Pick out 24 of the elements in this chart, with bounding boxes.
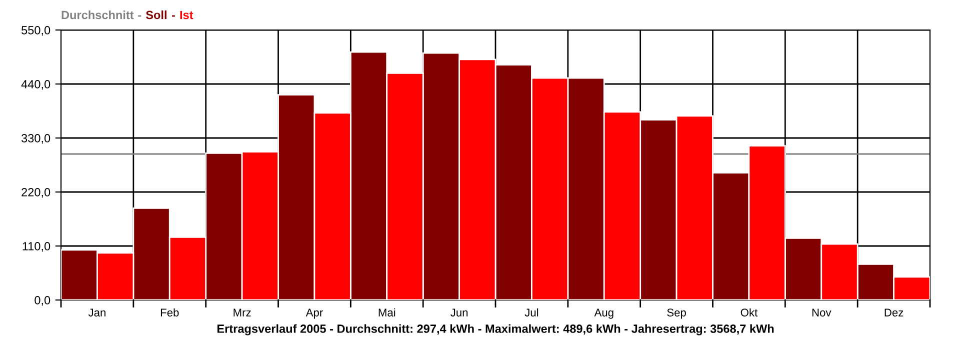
x-tick-label: Mai xyxy=(378,308,396,316)
x-tick-label: Jul xyxy=(524,308,538,316)
text: - xyxy=(172,15,175,17)
x-tick-label: Apr xyxy=(306,308,323,319)
x-tick-label: Dez xyxy=(884,308,904,316)
x-tick-label: Mrz xyxy=(234,308,251,316)
x-tick-label: Okt xyxy=(740,308,758,316)
x-tick-label: Jun xyxy=(450,308,468,316)
text: Soll xyxy=(146,10,166,20)
y-tick-label: 550,0 xyxy=(22,26,50,36)
y-tick-label: 330,0 xyxy=(21,134,50,144)
x-tick-label: Feb xyxy=(160,308,179,316)
x-axis-title: Ertragsverlauf 2005 - Durchschnitt: 297,4 kWh - Maximalwert: 489,6 kWh - Jahresertrag: 3568,7 kWh xyxy=(217,324,774,336)
text: Ist xyxy=(180,10,194,20)
x-tick-label: Nov xyxy=(812,308,832,316)
y-tick-label: 110,0 xyxy=(22,242,50,252)
ref-line-label: Durchschnitt xyxy=(62,10,134,20)
x-tick-label: Aug xyxy=(594,308,614,319)
text: - xyxy=(138,15,142,17)
x-tick-label: Sep xyxy=(667,308,686,319)
y-tick-label: 0,0 xyxy=(34,296,50,306)
y-tick-label: 440,0 xyxy=(21,80,50,90)
y-tick-label: 220,0 xyxy=(22,188,50,198)
x-tick-label: Jan xyxy=(88,308,106,316)
